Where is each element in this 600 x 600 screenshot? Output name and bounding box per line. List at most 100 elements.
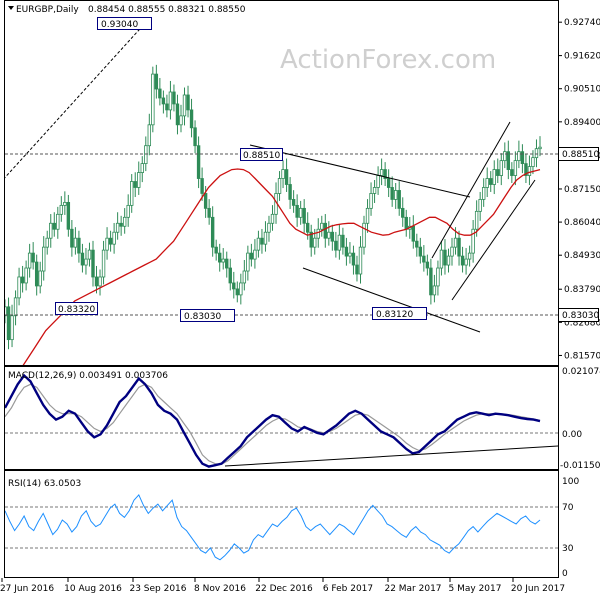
candle-body [531,157,535,167]
candle-body [457,237,461,257]
candle-body [112,231,116,245]
candle-body [5,306,7,317]
candle-body [200,178,204,194]
candle-body [474,210,479,230]
candle-body [348,252,352,257]
y-tick-label: 0.83790 [564,285,600,295]
svg-text:0.83030: 0.83030 [562,311,599,321]
candle-body [327,231,331,239]
candle-body [165,103,169,111]
candle-body [485,178,489,188]
rsi-tick-0: 0 [562,569,568,579]
candle-body [379,169,384,176]
rsi-tick-70: 70 [562,503,574,513]
candle-body [70,228,74,248]
candle-body [355,264,359,275]
candle-body [225,258,229,269]
candle-body [260,237,264,245]
y-tick-label: 0.89400 [564,118,600,128]
candle-body [126,204,130,218]
x-tick-label: 5 May 2017 [449,584,502,594]
candle-body [91,249,95,278]
candle-body [464,258,468,266]
candle-body [517,151,521,162]
candle-body [137,172,141,188]
candle-body [175,103,180,126]
candle-body [94,276,99,287]
macd-line [5,373,541,468]
candle-body [168,91,173,111]
candle-body [52,222,56,230]
candle-layer [5,64,542,350]
candle-body [182,94,187,117]
candle-body [218,252,222,263]
annotation-low-2: 0.83030 [180,309,235,322]
candle-body [77,237,81,254]
candle-body [87,249,92,260]
candle-body [80,252,85,266]
annotation-level-1: 0.88510 [240,148,283,161]
candle-body [478,199,482,212]
candle-body [214,246,218,254]
candle-body [453,237,458,248]
candle-body [411,225,415,242]
candle-body [63,201,67,206]
candle-body [239,282,243,296]
candle-body [429,267,433,296]
symbol-label: EURGBP,Daily [16,5,79,15]
candle-body [242,270,247,284]
chart-header: EURGBP,Daily 0.88454 0.88555 0.88321 0.8… [8,5,246,15]
candle-body [73,237,78,248]
candle-body [489,178,493,185]
candle-body [481,187,486,200]
candle-body [186,94,190,111]
candle-body [235,288,240,296]
y-tick-label: 0.84930 [564,251,600,261]
candle-body [45,237,49,248]
candle-body [119,222,123,227]
candle-body [6,306,11,341]
candle-body [439,249,444,269]
candle-body [316,228,320,239]
rising-channel-lower [451,179,536,301]
candle-body [404,216,408,230]
candle-body [309,231,313,248]
candle-body [210,216,215,248]
candle-body [418,246,423,257]
candle-body [383,169,387,179]
watermark: ActionForex.com [280,45,496,75]
ohlc-label: 0.88454 0.88555 0.88321 0.88550 [88,5,246,15]
candle-body [196,145,201,179]
candle-body [207,207,211,218]
candle-body [108,237,113,245]
candle-body [323,222,327,239]
candle-body [334,240,338,251]
candle-body [358,246,363,275]
candle-body [105,237,109,251]
svg-text:0.83030: 0.83030 [184,312,221,322]
candle-body [295,204,299,218]
x-tick-label: 6 Feb 2017 [323,584,373,594]
x-tick-label: 27 Jun 2016 [0,584,54,594]
candle-body [10,315,14,341]
rsi-title: RSI(14) 63.0503 [8,479,81,489]
candle-body [284,169,289,185]
candle-body [534,148,539,159]
candle-body [232,282,236,290]
candle-body [122,216,127,227]
candle-body [471,228,475,254]
y-tick-label: 0.87150 [564,185,600,195]
x-tick-label: 22 Dec 2016 [255,584,313,594]
channel-lower-line [302,267,481,333]
y-tick-label: 0.91620 [564,52,600,62]
candle-body [443,249,447,266]
candle-body [281,169,285,179]
candle-body [450,246,454,257]
y-tick-label: 0.81570 [564,351,600,361]
candle-body [313,237,317,248]
candle-body [527,166,532,176]
candle-body [277,178,282,194]
rsi-tick-30: 30 [562,544,574,554]
candle-body [365,207,370,224]
